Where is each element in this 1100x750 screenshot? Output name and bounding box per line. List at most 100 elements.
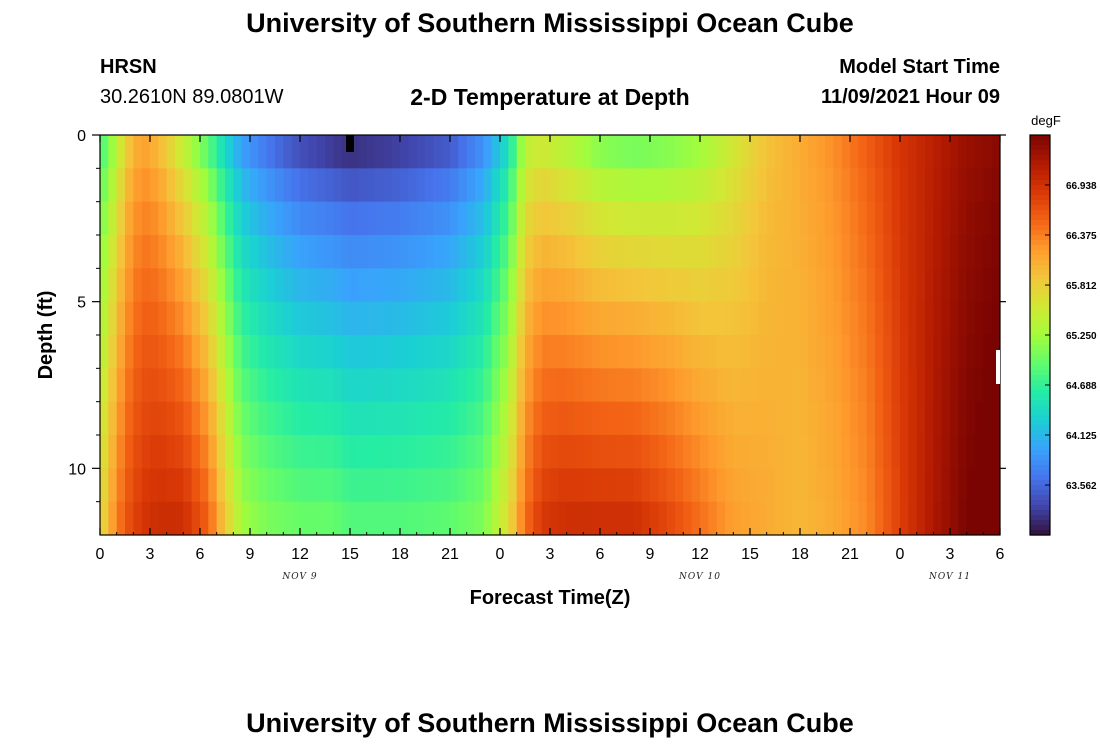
heatmap-cell xyxy=(716,368,726,403)
heatmap-cell xyxy=(633,301,643,336)
heatmap-cell xyxy=(258,435,268,469)
heatmap-cell xyxy=(908,401,918,436)
heatmap-cell xyxy=(150,235,159,269)
heatmap-cell xyxy=(866,501,876,535)
colorbar-band xyxy=(1030,405,1050,411)
heatmap-cell xyxy=(516,435,526,469)
heatmap-cell xyxy=(433,335,443,369)
heatmap-cell xyxy=(933,501,943,535)
heatmap-cell xyxy=(700,135,709,169)
heatmap-cell xyxy=(550,235,559,269)
heatmap-cell xyxy=(208,335,218,369)
heatmap-cell xyxy=(916,401,926,436)
heatmap-cell xyxy=(375,235,384,269)
heatmap-cell xyxy=(100,268,109,303)
colorbar-band xyxy=(1030,370,1050,376)
heatmap-cell xyxy=(191,268,201,303)
heatmap-cell xyxy=(550,301,559,336)
heatmap-cell xyxy=(400,335,409,369)
heatmap-cell xyxy=(766,401,776,436)
heatmap-cell xyxy=(575,401,584,436)
heatmap-cell xyxy=(508,401,518,436)
heatmap-cell xyxy=(783,135,793,169)
heatmap-cell xyxy=(841,501,851,535)
heatmap-cell xyxy=(166,501,176,535)
heatmap-cell xyxy=(850,435,859,469)
heatmap-cell xyxy=(141,501,151,535)
heatmap-cell xyxy=(633,235,643,269)
heatmap-cell xyxy=(833,401,843,436)
heatmap-cell xyxy=(216,235,226,269)
heatmap-cell xyxy=(225,401,234,436)
heatmap-cell xyxy=(175,501,184,535)
station-id: HRSN xyxy=(100,56,157,78)
heatmap-cell xyxy=(941,335,951,369)
heatmap-cell xyxy=(991,501,1000,535)
heatmap-cell xyxy=(750,135,759,169)
heatmap-cell xyxy=(241,468,251,503)
heatmap-cell xyxy=(941,135,951,169)
heatmap-cell xyxy=(475,301,484,336)
heatmap-cell xyxy=(625,368,634,403)
heatmap-cell xyxy=(483,301,493,336)
heatmap-cell xyxy=(533,401,543,436)
heatmap-cell xyxy=(891,135,901,169)
heatmap-cell xyxy=(766,235,776,269)
heatmap-cell xyxy=(175,401,184,436)
colorbar-band xyxy=(1030,320,1050,326)
heatmap-cell xyxy=(166,135,176,169)
heatmap-cell xyxy=(933,168,943,203)
heatmap-cell xyxy=(666,201,676,236)
heatmap-cell xyxy=(825,401,834,436)
heatmap-cell xyxy=(858,468,868,503)
heatmap-cell xyxy=(566,501,576,535)
heatmap-cell xyxy=(250,268,259,303)
heatmap-cell xyxy=(650,301,659,336)
colorbar-band xyxy=(1030,450,1050,456)
heatmap-cell xyxy=(416,135,426,169)
heatmap-cell xyxy=(408,168,418,203)
heatmap-cell xyxy=(275,335,284,369)
heatmap-cell xyxy=(675,268,684,303)
heatmap-cell xyxy=(850,135,859,169)
heatmap-cell xyxy=(483,501,493,535)
heatmap-cell xyxy=(875,368,884,403)
heatmap-cell xyxy=(833,135,843,169)
heatmap-cell xyxy=(275,268,284,303)
heatmap-cell xyxy=(508,301,518,336)
heatmap-cell xyxy=(158,301,168,336)
heatmap-cell xyxy=(716,201,726,236)
heatmap-cell xyxy=(933,235,943,269)
heatmap-cell xyxy=(958,168,968,203)
colorbar-band xyxy=(1030,355,1050,361)
heatmap-cell xyxy=(791,335,801,369)
heatmap-cell xyxy=(800,268,809,303)
heatmap-cell xyxy=(241,435,251,469)
heatmap-cell xyxy=(308,135,318,169)
heatmap-cell xyxy=(516,335,526,369)
heatmap-cell xyxy=(425,468,434,503)
heatmap-cell xyxy=(725,335,734,369)
heatmap-cell xyxy=(408,468,418,503)
heatmap-cell xyxy=(641,501,651,535)
heatmap-cell xyxy=(166,201,176,236)
heatmap-cell xyxy=(675,301,684,336)
heatmap-cell xyxy=(658,335,668,369)
heatmap-cell xyxy=(633,401,643,436)
heatmap-cell xyxy=(941,501,951,535)
heatmap-cell xyxy=(208,368,218,403)
heatmap-cell xyxy=(791,268,801,303)
colorbar-band xyxy=(1030,185,1050,191)
heatmap-cell xyxy=(883,135,893,169)
heatmap-cell xyxy=(433,368,443,403)
heatmap-cell xyxy=(816,468,826,503)
heatmap-cell xyxy=(391,135,401,169)
heatmap-cell xyxy=(266,468,276,503)
heatmap-cell xyxy=(708,501,718,535)
heatmap-cell xyxy=(983,468,993,503)
heatmap-cell xyxy=(391,468,401,503)
heatmap-cell xyxy=(908,335,918,369)
heatmap-cell xyxy=(900,135,909,169)
heatmap-cell xyxy=(166,468,176,503)
heatmap-cell xyxy=(616,201,626,236)
